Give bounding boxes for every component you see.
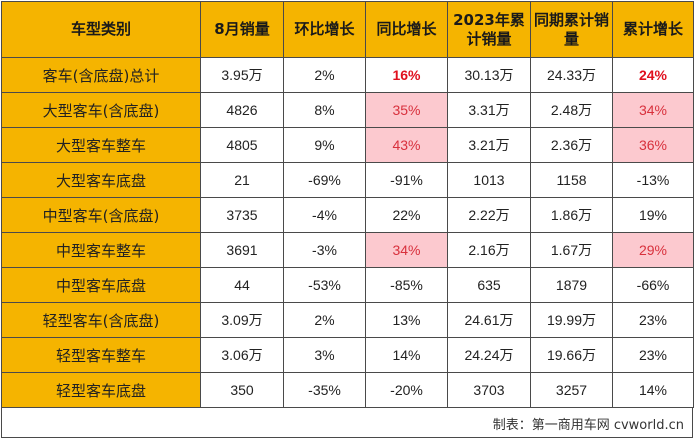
cell-yoy-growth: 13% <box>365 302 448 338</box>
cell-aug-sales: 3735 <box>200 197 284 233</box>
cell-ytd-prev: 2.36万 <box>530 127 613 163</box>
cell-yoy-growth: -85% <box>365 267 448 303</box>
cell-cum-growth: -66% <box>612 267 694 303</box>
table-row: 中型客车(含底盘) 3735 -4% 22% 2.22万 1.86万 19% <box>1 197 694 233</box>
row-category: 中型客车底盘 <box>1 267 201 303</box>
cell-aug-sales: 4805 <box>200 127 284 163</box>
cell-ytd-prev: 19.99万 <box>530 302 613 338</box>
header-yoy-growth: 同比增长 <box>365 1 448 58</box>
cell-aug-sales: 3.09万 <box>200 302 284 338</box>
table-row: 大型客车(含底盘) 4826 8% 35% 3.31万 2.48万 34% <box>1 92 694 128</box>
bus-sales-table: 车型类别 8月销量 环比增长 同比增长 2023年累计销量 同期累计销量 累计增… <box>1 1 694 408</box>
row-category: 大型客车(含底盘) <box>1 92 201 128</box>
row-category: 中型客车(含底盘) <box>1 197 201 233</box>
cell-ytd-prev: 2.48万 <box>530 92 613 128</box>
cell-ytd-2023: 24.24万 <box>447 337 531 373</box>
cell-aug-sales: 350 <box>200 372 284 408</box>
cell-mom-growth: -3% <box>283 232 366 268</box>
cell-yoy-growth: 22% <box>365 197 448 233</box>
cell-aug-sales: 3691 <box>200 232 284 268</box>
cell-mom-growth: -4% <box>283 197 366 233</box>
cell-ytd-2023: 1013 <box>447 162 531 198</box>
cell-mom-growth: 9% <box>283 127 366 163</box>
cell-mom-growth: -35% <box>283 372 366 408</box>
header-ytd-prev: 同期累计销量 <box>530 1 613 58</box>
cell-aug-sales: 3.06万 <box>200 337 284 373</box>
cell-yoy-growth: 35% <box>365 92 448 128</box>
table-row: 中型客车整车 3691 -3% 34% 2.16万 1.67万 29% <box>1 232 694 268</box>
cell-yoy-growth: 14% <box>365 337 448 373</box>
row-category: 轻型客车底盘 <box>1 372 201 408</box>
row-category: 大型客车整车 <box>1 127 201 163</box>
cell-cum-growth: 29% <box>612 232 694 268</box>
cell-ytd-2023: 2.22万 <box>447 197 531 233</box>
cell-cum-growth: 24% <box>612 57 694 93</box>
cell-yoy-growth: 34% <box>365 232 448 268</box>
cell-mom-growth: 2% <box>283 302 366 338</box>
cell-ytd-2023: 635 <box>447 267 531 303</box>
header-row: 车型类别 8月销量 环比增长 同比增长 2023年累计销量 同期累计销量 累计增… <box>1 1 694 58</box>
cell-ytd-prev: 1158 <box>530 162 613 198</box>
table-row: 客车(含底盘)总计 3.95万 2% 16% 30.13万 24.33万 24% <box>1 57 694 93</box>
cell-mom-growth: -53% <box>283 267 366 303</box>
cell-ytd-2023: 3703 <box>447 372 531 408</box>
cell-cum-growth: 19% <box>612 197 694 233</box>
cell-ytd-prev: 3257 <box>530 372 613 408</box>
row-category: 大型客车底盘 <box>1 162 201 198</box>
cell-ytd-prev: 24.33万 <box>530 57 613 93</box>
cell-yoy-growth: -20% <box>365 372 448 408</box>
cell-ytd-prev: 1.86万 <box>530 197 613 233</box>
cell-yoy-growth: -91% <box>365 162 448 198</box>
cell-cum-growth: 14% <box>612 372 694 408</box>
table-row: 大型客车底盘 21 -69% -91% 1013 1158 -13% <box>1 162 694 198</box>
cell-cum-growth: 23% <box>612 302 694 338</box>
table-row: 轻型客车(含底盘) 3.09万 2% 13% 24.61万 19.99万 23% <box>1 302 694 338</box>
row-category: 中型客车整车 <box>1 232 201 268</box>
table-footer: 制表：第一商用车网 cvworld.cn <box>1 408 693 438</box>
cell-ytd-2023: 2.16万 <box>447 232 531 268</box>
cell-ytd-prev: 19.66万 <box>530 337 613 373</box>
header-ytd-2023: 2023年累计销量 <box>447 1 531 58</box>
cell-ytd-prev: 1.67万 <box>530 232 613 268</box>
cell-aug-sales: 21 <box>200 162 284 198</box>
cell-ytd-2023: 3.31万 <box>447 92 531 128</box>
row-category: 客车(含底盘)总计 <box>1 57 201 93</box>
cell-ytd-prev: 1879 <box>530 267 613 303</box>
cell-cum-growth: 23% <box>612 337 694 373</box>
header-aug-sales: 8月销量 <box>200 1 284 58</box>
header-category: 车型类别 <box>1 1 201 58</box>
header-mom-growth: 环比增长 <box>283 1 366 58</box>
header-cum-growth: 累计增长 <box>612 1 694 58</box>
table-row: 大型客车整车 4805 9% 43% 3.21万 2.36万 36% <box>1 127 694 163</box>
cell-mom-growth: 8% <box>283 92 366 128</box>
table-row: 中型客车底盘 44 -53% -85% 635 1879 -66% <box>1 267 694 303</box>
table-row: 轻型客车整车 3.06万 3% 14% 24.24万 19.66万 23% <box>1 337 694 373</box>
cell-ytd-2023: 3.21万 <box>447 127 531 163</box>
cell-cum-growth: 36% <box>612 127 694 163</box>
source-credit: 制表：第一商用车网 cvworld.cn <box>492 418 684 433</box>
cell-mom-growth: -69% <box>283 162 366 198</box>
cell-ytd-2023: 30.13万 <box>447 57 531 93</box>
cell-yoy-growth: 43% <box>365 127 448 163</box>
cell-aug-sales: 44 <box>200 267 284 303</box>
cell-cum-growth: -13% <box>612 162 694 198</box>
cell-yoy-growth: 16% <box>365 57 448 93</box>
row-category: 轻型客车(含底盘) <box>1 302 201 338</box>
row-category: 轻型客车整车 <box>1 337 201 373</box>
cell-aug-sales: 3.95万 <box>200 57 284 93</box>
cell-mom-growth: 3% <box>283 337 366 373</box>
cell-ytd-2023: 24.61万 <box>447 302 531 338</box>
table-row: 轻型客车底盘 350 -35% -20% 3703 3257 14% <box>1 372 694 408</box>
cell-mom-growth: 2% <box>283 57 366 93</box>
cell-aug-sales: 4826 <box>200 92 284 128</box>
cell-cum-growth: 34% <box>612 92 694 128</box>
